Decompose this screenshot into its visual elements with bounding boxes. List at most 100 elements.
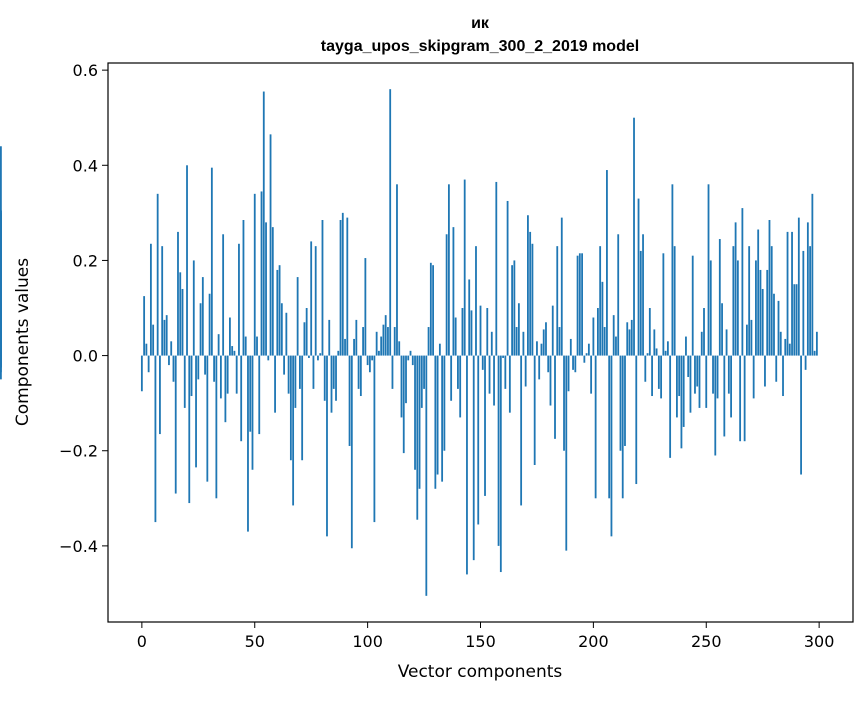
bar-105 (378, 351, 380, 356)
bar-290 (796, 284, 798, 355)
bar-271 (753, 356, 755, 399)
bar-57 (270, 134, 272, 355)
x-tick-label-0: 0 (137, 632, 147, 651)
bar-292 (800, 356, 802, 475)
bar-173 (532, 244, 534, 356)
bar-218 (633, 118, 635, 356)
bar-132 (439, 344, 441, 356)
bar-99 (364, 258, 366, 356)
bar-213 (622, 356, 624, 499)
bar-94 (353, 339, 355, 356)
bar-221 (640, 251, 642, 356)
bar-237 (676, 356, 678, 418)
bar-75 (310, 241, 312, 355)
bar-262 (732, 246, 734, 355)
bar-102 (371, 356, 373, 361)
bar-23 (193, 260, 195, 355)
bar-72 (304, 322, 306, 355)
bar-148 (475, 246, 477, 355)
bar-193 (577, 256, 579, 356)
bar-38 (227, 356, 229, 394)
bar-198 (588, 344, 590, 356)
bar-21 (188, 356, 190, 503)
bar-179 (545, 322, 547, 355)
bar-298 (814, 351, 816, 356)
bar-undefined (0, 210, 2, 355)
bar-35 (220, 356, 222, 399)
bar-30 (209, 294, 211, 356)
bar-136 (448, 184, 450, 355)
bar-36 (222, 234, 224, 355)
bar-109 (387, 327, 389, 356)
bar-164 (511, 265, 513, 355)
bar-222 (642, 234, 644, 355)
bar-235 (671, 184, 673, 355)
bar-128 (430, 263, 432, 356)
bar-227 (653, 329, 655, 355)
x-tick-label-100: 100 (352, 632, 383, 651)
bar-139 (455, 318, 457, 356)
bar-27 (202, 277, 204, 356)
bar-174 (534, 356, 536, 465)
bar-114 (398, 341, 400, 355)
bar-243 (690, 356, 692, 413)
bar-16 (177, 232, 179, 356)
bar-143 (464, 180, 466, 356)
bar-205 (604, 327, 606, 356)
bar-119 (410, 351, 412, 356)
bar-74 (308, 356, 310, 358)
x-tick-label-250: 250 (691, 632, 722, 651)
bar-67 (292, 356, 294, 506)
bar-28 (204, 356, 206, 375)
bar-142 (462, 308, 464, 356)
bars-group (0, 89, 818, 596)
bar-60 (276, 270, 278, 356)
bar-83 (328, 320, 330, 356)
bar-277 (766, 270, 768, 356)
bar-58 (272, 227, 274, 355)
bar-155 (491, 332, 493, 356)
bar-73 (306, 308, 308, 356)
bar-225 (649, 308, 651, 356)
bar-54 (263, 92, 265, 356)
bar-231 (662, 253, 664, 355)
bar-165 (513, 260, 515, 355)
bar-247 (699, 356, 701, 408)
bar-117 (405, 356, 407, 404)
bar-133 (441, 356, 443, 482)
bar-265 (739, 356, 741, 442)
bar-226 (651, 356, 653, 396)
bar-286 (787, 232, 789, 356)
bar-97 (360, 356, 362, 396)
bar-8 (159, 356, 161, 435)
bar-255 (717, 356, 719, 399)
bar-209 (613, 315, 615, 355)
bar-113 (396, 184, 398, 355)
bar-240 (683, 356, 685, 427)
bar-32 (213, 356, 215, 382)
bar-7 (157, 194, 159, 356)
bar-200 (592, 318, 594, 356)
bar-120 (412, 356, 414, 366)
bar-199 (590, 356, 592, 394)
bar-42 (236, 356, 238, 394)
bar-281 (775, 356, 777, 382)
bar-202 (597, 308, 599, 356)
bar-239 (681, 356, 683, 449)
bar-270 (751, 320, 753, 356)
bar-34 (218, 334, 220, 355)
bar-230 (660, 356, 662, 399)
y-tick-label-2: 0.0 (73, 347, 98, 366)
bar-5 (152, 325, 154, 356)
bar-1 (143, 296, 145, 355)
bar-129 (432, 265, 434, 355)
bar-250 (705, 356, 707, 408)
bar-122 (416, 356, 418, 520)
bar-20 (186, 165, 188, 355)
bar-82 (326, 356, 328, 537)
bar-44 (240, 356, 242, 442)
bar-201 (595, 356, 597, 499)
bar-203 (599, 246, 601, 355)
bar-279 (771, 246, 773, 355)
